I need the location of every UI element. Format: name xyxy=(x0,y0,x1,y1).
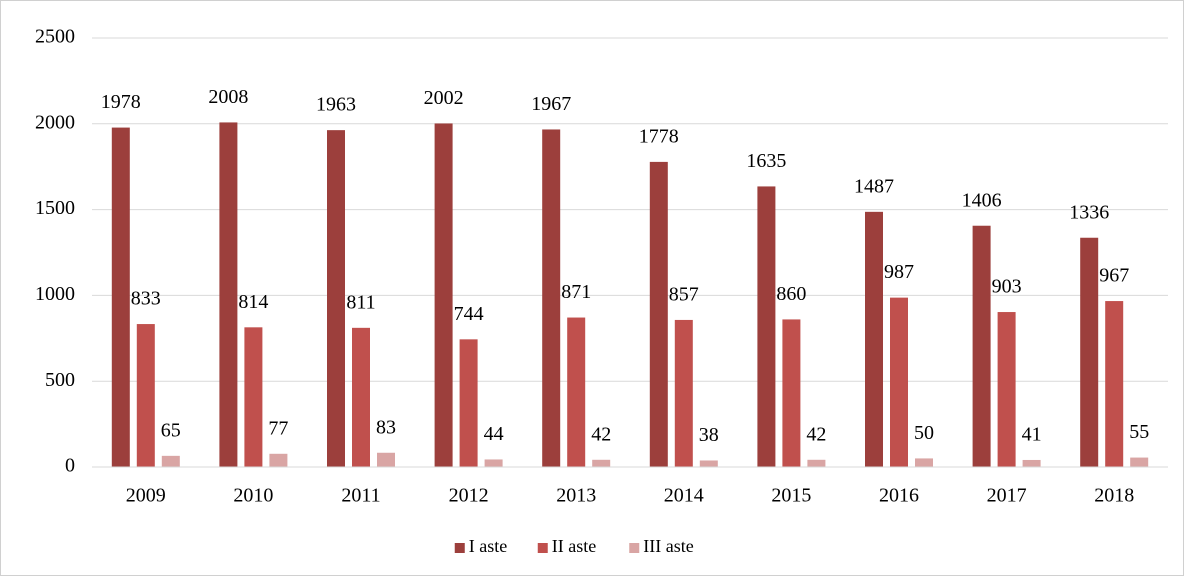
bar xyxy=(649,161,668,467)
bar xyxy=(434,123,453,468)
bar xyxy=(352,327,370,467)
data-label: 814 xyxy=(238,291,268,313)
bar xyxy=(459,339,478,467)
bar xyxy=(915,458,933,467)
bar xyxy=(161,455,180,467)
bar xyxy=(782,319,801,467)
bar xyxy=(567,317,586,467)
data-label: 65 xyxy=(161,419,181,441)
x-tick-label: 2014 xyxy=(664,485,704,507)
bar xyxy=(484,459,503,467)
bar xyxy=(1105,301,1124,467)
data-label: 2002 xyxy=(424,87,464,109)
data-label: 987 xyxy=(884,261,914,283)
data-label: 50 xyxy=(914,422,934,444)
y-tick-label: 1000 xyxy=(35,283,75,305)
data-label: 42 xyxy=(806,423,826,445)
y-tick-label: 0 xyxy=(65,455,75,477)
data-label: 41 xyxy=(1022,424,1042,446)
data-label: 811 xyxy=(346,291,375,313)
legend-label: I aste xyxy=(469,536,507,556)
data-label: 2008 xyxy=(208,86,248,108)
data-label: 1406 xyxy=(962,189,1002,211)
data-label: 77 xyxy=(268,417,288,439)
bar xyxy=(1130,457,1149,467)
data-label: 1978 xyxy=(101,91,141,113)
x-tick-label: 2012 xyxy=(449,485,489,507)
y-tick-label: 2500 xyxy=(35,26,75,48)
data-label: 833 xyxy=(131,288,161,310)
data-label: 38 xyxy=(699,424,719,446)
bar xyxy=(219,122,238,468)
bar xyxy=(997,312,1016,467)
bar xyxy=(674,319,693,467)
x-tick-label: 2011 xyxy=(341,485,380,507)
data-label: 83 xyxy=(376,416,396,438)
bar xyxy=(542,129,561,467)
data-label: 744 xyxy=(454,303,484,325)
bar xyxy=(1080,237,1099,467)
bar xyxy=(269,453,288,467)
x-tick-label: 2013 xyxy=(556,485,596,507)
legend-swatch xyxy=(537,543,548,553)
data-label: 1963 xyxy=(316,94,356,116)
data-label: 55 xyxy=(1129,421,1149,443)
y-tick-label: 2000 xyxy=(35,111,75,133)
legend-swatch xyxy=(629,543,640,553)
bar xyxy=(592,459,611,467)
legend-swatch xyxy=(454,543,465,553)
data-label: 1635 xyxy=(746,150,786,172)
data-label: 44 xyxy=(484,423,504,445)
y-tick-label: 1500 xyxy=(35,197,75,219)
data-label: 871 xyxy=(561,281,591,303)
data-label: 1336 xyxy=(1069,201,1109,223)
bar xyxy=(972,225,991,467)
bar xyxy=(1022,459,1041,467)
x-tick-label: 2009 xyxy=(126,485,166,507)
bar xyxy=(807,459,826,467)
data-label: 857 xyxy=(669,284,699,306)
data-label: 860 xyxy=(776,283,806,305)
x-tick-label: 2010 xyxy=(233,485,273,507)
data-label: 42 xyxy=(591,423,611,445)
bar xyxy=(111,127,130,468)
legend-label: III aste xyxy=(643,536,693,556)
data-label: 1487 xyxy=(854,175,894,197)
bar xyxy=(136,324,155,467)
legend-label: II aste xyxy=(552,536,596,556)
data-label: 903 xyxy=(992,276,1022,298)
bar xyxy=(327,130,345,467)
x-tick-label: 2015 xyxy=(771,485,811,507)
data-label: 1778 xyxy=(639,125,679,147)
bar xyxy=(377,452,395,467)
bar xyxy=(865,211,883,467)
data-label: 967 xyxy=(1099,265,1129,287)
x-tick-label: 2017 xyxy=(987,485,1027,507)
bar xyxy=(757,186,776,467)
bar xyxy=(890,297,908,467)
legend: I aste II aste III aste xyxy=(454,536,694,556)
x-tick-label: 2018 xyxy=(1094,485,1134,507)
y-tick-label: 500 xyxy=(45,369,75,391)
data-label: 1967 xyxy=(531,93,571,115)
x-tick-label: 2016 xyxy=(879,485,919,507)
bar xyxy=(244,327,263,467)
bar xyxy=(699,460,718,467)
